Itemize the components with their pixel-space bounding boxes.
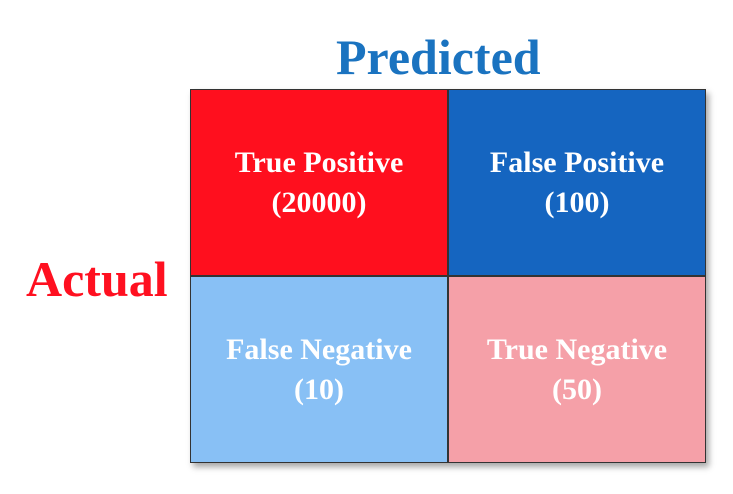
actual-axis-label: Actual	[26, 251, 168, 307]
confusion-matrix: True Positive (20000) False Positive (10…	[190, 89, 706, 463]
predicted-axis-label: Predicted	[336, 29, 541, 85]
cell-false-positive-name: False Positive	[489, 145, 665, 179]
cell-false-negative-count: (10)	[294, 372, 344, 406]
cell-false-positive: False Positive (100)	[448, 89, 706, 276]
cell-true-positive-count: (20000)	[271, 185, 367, 219]
cell-false-negative: False Negative (10)	[190, 276, 448, 463]
cell-true-positive-name: True Positive	[234, 145, 404, 179]
cell-true-negative: True Negative (50)	[448, 276, 706, 463]
cell-false-positive-count: (100)	[544, 185, 610, 219]
cell-false-negative-name: False Negative	[226, 332, 412, 366]
cell-true-negative-name: True Negative	[486, 332, 668, 366]
cell-true-negative-count: (50)	[552, 372, 602, 406]
cell-true-positive: True Positive (20000)	[190, 89, 448, 276]
